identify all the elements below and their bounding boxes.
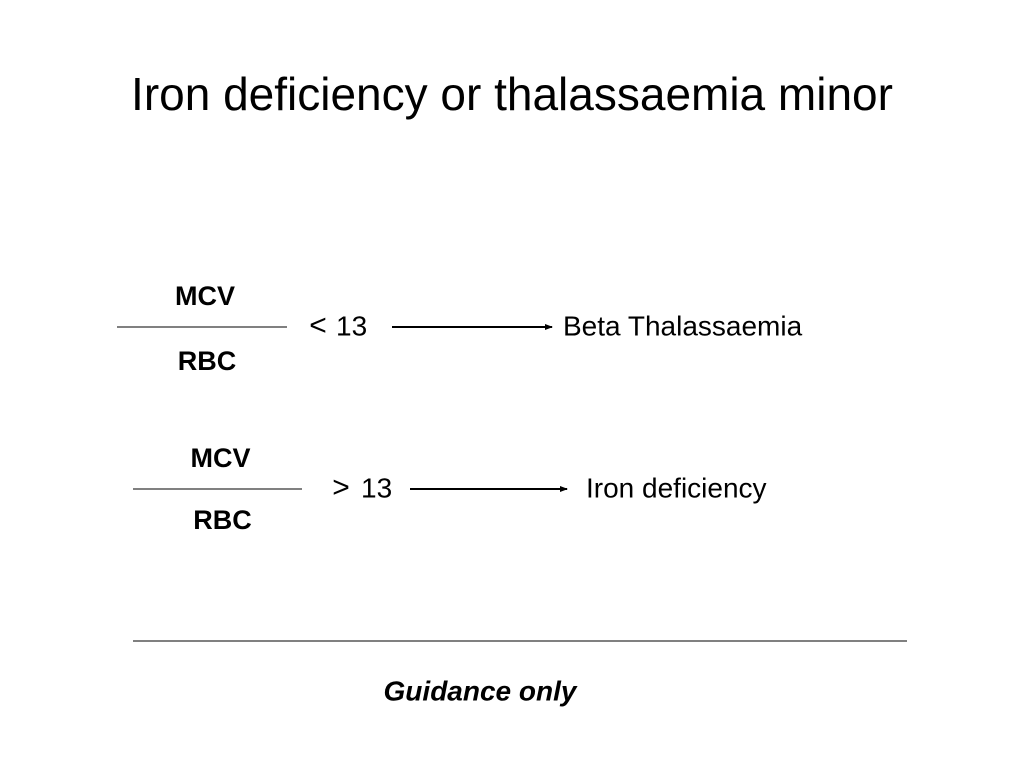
- result: Iron deficiency: [586, 472, 767, 503]
- threshold: 13: [336, 310, 367, 341]
- numerator: MCV: [175, 281, 235, 311]
- numerator: MCV: [191, 443, 251, 473]
- slide-title: Iron deficiency or thalassaemia minor: [131, 68, 893, 120]
- rules: MCV RBC < 13 Beta Thalassaemia MCV RBC > 13 Iron …: [117, 281, 803, 535]
- operator: <: [309, 309, 327, 342]
- operator: >: [332, 471, 350, 504]
- footer: Guidance only: [384, 675, 578, 706]
- threshold: 13: [361, 472, 392, 503]
- result: Beta Thalassaemia: [563, 310, 803, 341]
- denominator: RBC: [178, 346, 237, 376]
- denominator: RBC: [193, 505, 252, 535]
